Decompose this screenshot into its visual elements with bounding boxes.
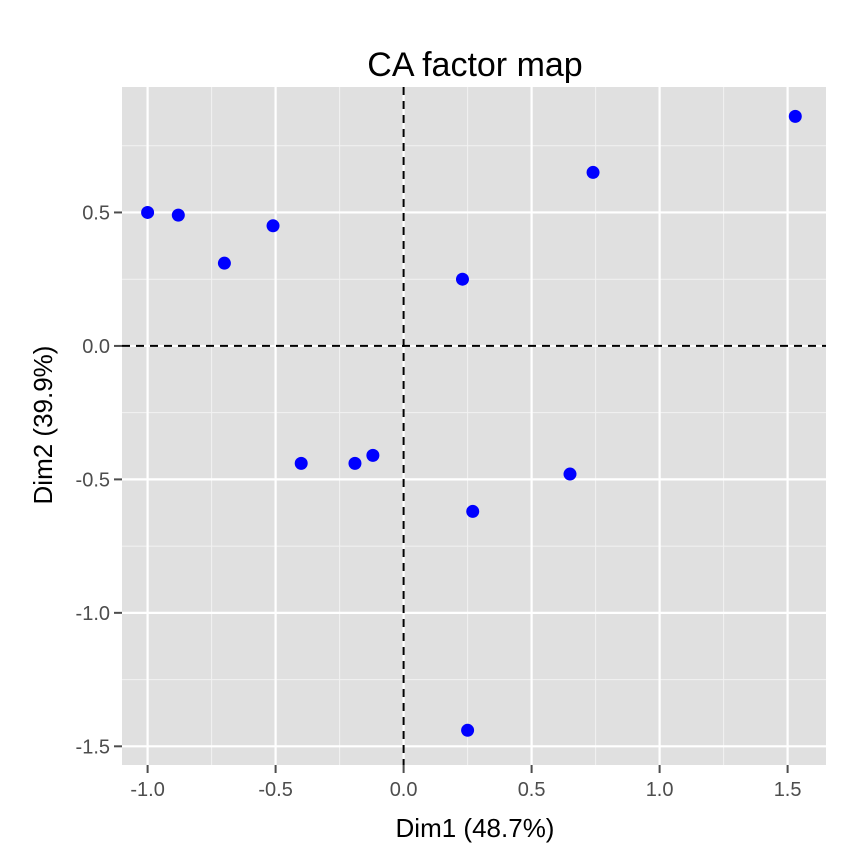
reference-lines (122, 87, 826, 765)
x-tick-label: -0.5 (258, 779, 292, 801)
data-point (455, 272, 469, 286)
x-tick-label: -1.0 (130, 779, 164, 801)
y-tick-label: -1.5 (76, 736, 110, 758)
y-tick-label: 0.0 (82, 336, 110, 358)
data-point (294, 456, 308, 470)
data-point (266, 219, 280, 233)
y-tick-label: -1.0 (76, 603, 110, 625)
y-tick-label: 0.5 (82, 202, 110, 224)
x-tick-label: 1.5 (774, 779, 802, 801)
y-axis-title: Dim2 (39.9%) (28, 346, 58, 505)
data-points (141, 109, 802, 737)
y-axis: 0.5 0.0 -0.5 -1.0 -1.5 (76, 202, 122, 758)
x-axis-title: Dim1 (48.7%) (396, 813, 555, 843)
data-point (563, 467, 577, 481)
data-point (788, 109, 802, 123)
x-tick-label: 0.5 (518, 779, 546, 801)
x-axis: -1.0 -0.5 0.0 0.5 1.0 1.5 (130, 765, 802, 801)
data-point (366, 448, 380, 462)
y-tick-label: -0.5 (76, 469, 110, 491)
data-point (461, 723, 475, 737)
x-tick-label: 0.0 (390, 779, 418, 801)
data-point (171, 208, 185, 222)
data-point (348, 456, 362, 470)
chart-title: CA factor map (367, 46, 582, 84)
data-point (586, 165, 600, 179)
x-tick-label: 1.0 (646, 779, 674, 801)
plot-panel (122, 87, 826, 765)
data-point (466, 504, 480, 518)
data-point (141, 205, 155, 219)
data-point (217, 256, 231, 270)
